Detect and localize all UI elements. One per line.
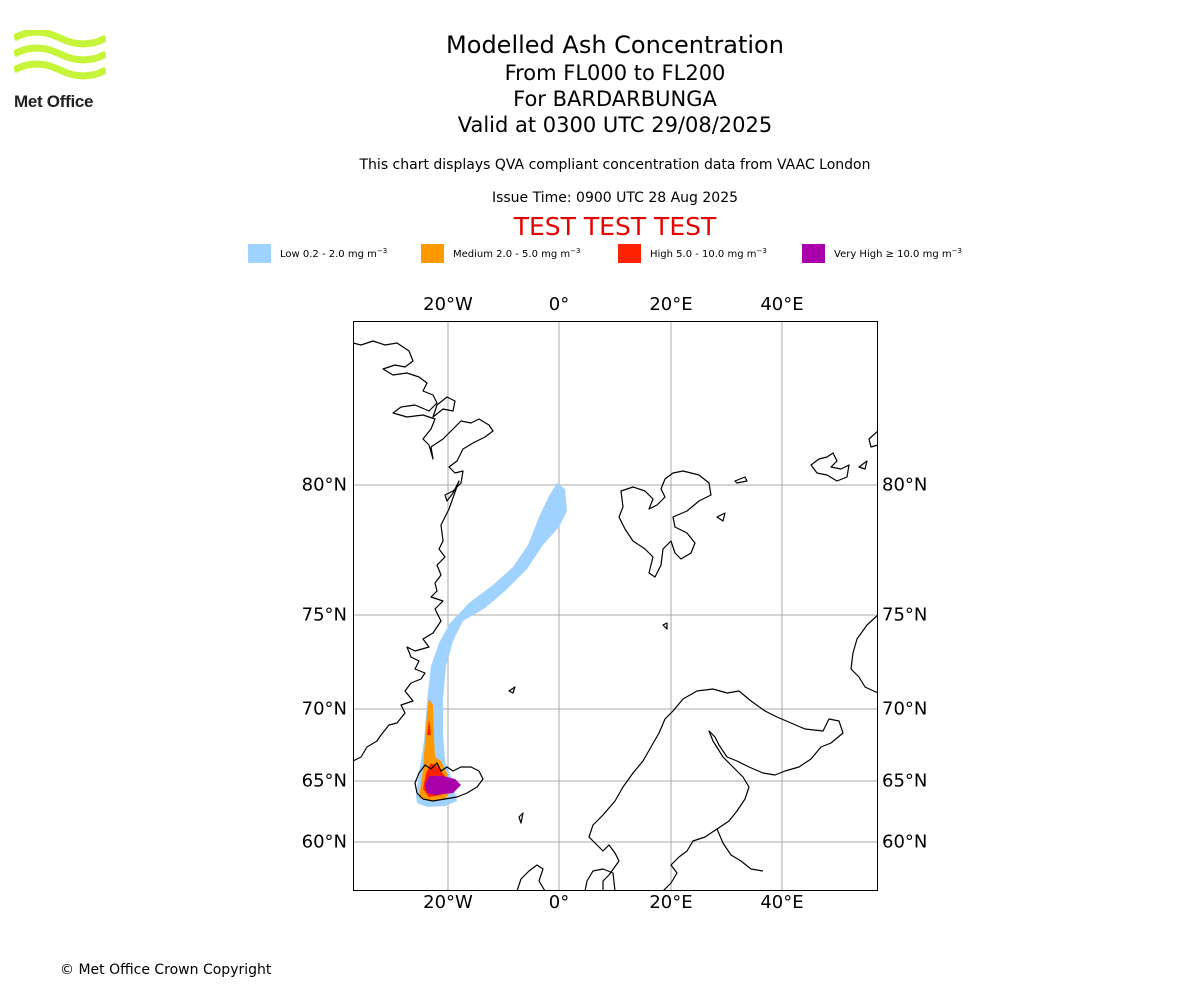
issue-time: Issue Time: 0900 UTC 28 Aug 2025 [491, 190, 739, 206]
coast-scandinavia [588, 688, 844, 891]
volcano-name: For BARDARBUNGA [513, 87, 717, 111]
copyright-notice: © Met Office Crown Copyright [60, 962, 272, 978]
lat-tick-left-65n: 65°N [301, 770, 347, 792]
lat-tick-right-65n: 65°N [882, 770, 928, 792]
coast-greenland [353, 340, 494, 762]
coast-bear-island [662, 622, 668, 630]
chart-subtitle: This chart displays QVA compliant concen… [359, 157, 871, 173]
legend-swatch-medium [421, 244, 444, 263]
coast-svalbard-islet [716, 512, 726, 522]
legend-swatch-high [618, 244, 641, 263]
test-banner: TEST TEST TEST [513, 212, 717, 241]
legend-swatch-low [248, 244, 271, 263]
ash-map [353, 321, 878, 891]
met-office-logo-text: Met Office [14, 92, 94, 111]
lat-tick-left-80n: 80°N [301, 474, 347, 496]
flight-level-range: From FL000 to FL200 [504, 61, 726, 85]
met-office-logo: Met Office [14, 30, 110, 114]
lon-tick-top-0: 0° [548, 294, 570, 315]
lat-tick-left-75n: 75°N [301, 604, 347, 626]
coast-denmark [584, 868, 616, 891]
met-office-wave-icon [14, 30, 106, 80]
graticule [353, 321, 878, 891]
lon-tick-bottom-0: 0° [548, 892, 570, 913]
valid-time: Valid at 0300 UTC 29/08/2025 [457, 113, 773, 137]
coast-novaya-zemlya [850, 614, 878, 694]
legend-swatch-very-high [802, 244, 825, 263]
legend-label-medium: Medium 2.0 - 5.0 mg m−3 [453, 247, 581, 260]
map-frame [353, 321, 878, 891]
lon-tick-top-40e: 40°E [760, 294, 804, 315]
coast-franz-josef [810, 452, 850, 482]
chart-title-block: Modelled Ash Concentration From FL000 to… [315, 30, 915, 138]
lat-tick-left-70n: 70°N [301, 698, 347, 720]
lon-tick-bottom-40e: 40°E [760, 892, 804, 913]
lon-tick-bottom-20w: 20°W [423, 892, 473, 913]
lat-tick-right-70n: 70°N [882, 698, 928, 720]
coast-finland [716, 828, 764, 872]
ash-plume-low [416, 483, 567, 807]
lat-tick-right-60n: 60°N [882, 831, 928, 853]
lat-tick-left-60n: 60°N [301, 831, 347, 853]
coast-iceland [414, 762, 484, 802]
coast-svalbard [618, 470, 712, 578]
legend-label-low: Low 0.2 - 2.0 mg m−3 [280, 247, 388, 260]
legend-label-very-high: Very High ≥ 10.0 mg m−3 [834, 247, 962, 260]
lat-tick-right-80n: 80°N [882, 474, 928, 496]
coastlines [353, 340, 878, 891]
coast-greenland-fjord [432, 396, 456, 418]
chart-title: Modelled Ash Concentration [446, 31, 784, 59]
coast-franz-josef-east [868, 430, 878, 448]
coast-scotland [516, 864, 546, 891]
coast-franz-josef-islet [858, 460, 868, 470]
lon-tick-top-20w: 20°W [423, 294, 473, 315]
lat-tick-right-75n: 75°N [882, 604, 928, 626]
lon-tick-bottom-20e: 20°E [649, 892, 693, 913]
lon-tick-top-20e: 20°E [649, 294, 693, 315]
ash-plume-very-high [425, 776, 461, 795]
coast-kvitoya [734, 476, 748, 484]
coast-faroe [518, 812, 524, 824]
legend-label-high: High 5.0 - 10.0 mg m−3 [650, 247, 767, 260]
coast-jan-mayen [508, 686, 516, 694]
